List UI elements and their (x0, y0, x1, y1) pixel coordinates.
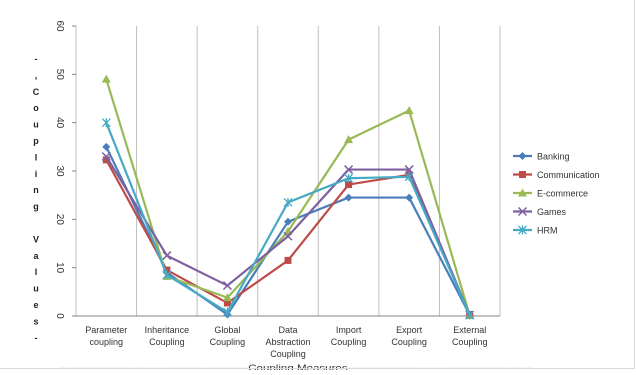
data-point (162, 270, 172, 280)
y-axis-label-char: p (33, 136, 39, 146)
y-axis-label-char: - (35, 333, 38, 343)
data-point (102, 156, 110, 164)
y-axis-label-char: o (33, 103, 39, 113)
x-tick-label: Coupling (270, 349, 306, 359)
data-point (222, 293, 232, 302)
x-tick-label: Coupling (149, 337, 185, 347)
data-point (405, 193, 414, 202)
x-tick-label: Inheritance (145, 325, 190, 335)
y-axis-label-char: l (35, 267, 38, 277)
x-tick-label: Coupling (452, 337, 488, 347)
x-tick-label: Global (214, 325, 240, 335)
data-point (519, 171, 526, 178)
data-point (283, 197, 293, 207)
data-point (222, 281, 232, 291)
data-point (223, 299, 231, 307)
data-point (284, 256, 292, 264)
data-point (283, 231, 293, 241)
y-axis-label-char: n (33, 185, 39, 195)
x-tick-label: Coupling (331, 337, 367, 347)
data-point (222, 307, 232, 317)
y-tick-label: 50 (54, 69, 65, 81)
x-tick-label: External (453, 325, 486, 335)
legend-label: HRM (537, 226, 558, 236)
y-tick-label: 10 (54, 262, 65, 274)
y-axis-label-char: e (33, 300, 38, 310)
data-point (345, 181, 353, 189)
y-tick-label: 0 (54, 313, 65, 319)
data-point (284, 217, 292, 226)
data-point (102, 142, 111, 151)
legend-label: Banking (537, 152, 570, 162)
y-tick-label: 30 (54, 165, 65, 177)
x-tick-label: Parameter (85, 325, 127, 335)
x-tick-label: Abstraction (265, 337, 310, 347)
data-point (517, 206, 528, 217)
y-axis-label-char: a (33, 251, 39, 261)
data-point (404, 106, 414, 115)
legend-label: E-commerce (537, 189, 588, 199)
x-tick-label: Data (278, 325, 297, 335)
data-point (344, 135, 354, 144)
y-axis-label-char: V (33, 234, 39, 244)
data-point (101, 151, 111, 162)
legend-label: Games (537, 207, 567, 217)
x-tick-label: Coupling (391, 337, 427, 347)
y-axis-label-char: , (35, 70, 38, 80)
legend-label: Communication (537, 170, 600, 180)
y-axis-label-char: s (33, 316, 38, 326)
data-point (518, 188, 527, 197)
y-axis-label-char: g (33, 202, 39, 212)
y-axis-label-char: u (33, 120, 39, 130)
x-tick-label: Import (336, 325, 362, 335)
data-point (518, 225, 527, 235)
data-point (344, 165, 354, 175)
data-point (101, 74, 111, 83)
y-axis-label-char: i (35, 169, 38, 179)
y-axis-label-char: C (33, 87, 40, 97)
data-point (518, 152, 527, 160)
y-tick-label: 20 (54, 214, 65, 226)
data-point (404, 172, 414, 182)
data-point (101, 118, 111, 128)
data-point (163, 266, 171, 274)
y-tick-label: 40 (54, 117, 65, 129)
data-point (162, 251, 172, 261)
x-tick-label: Coupling (210, 337, 246, 347)
data-point (465, 310, 475, 320)
y-axis-label-char: l (35, 152, 38, 162)
data-point (404, 165, 414, 175)
data-point (344, 193, 353, 202)
x-tick-label: Export (396, 325, 423, 335)
x-tick-label: coupling (90, 337, 124, 347)
data-point (344, 173, 354, 183)
y-axis-label-char: u (33, 284, 39, 294)
y-tick-label: 60 (54, 20, 65, 32)
y-axis-label-char: - (35, 54, 38, 64)
